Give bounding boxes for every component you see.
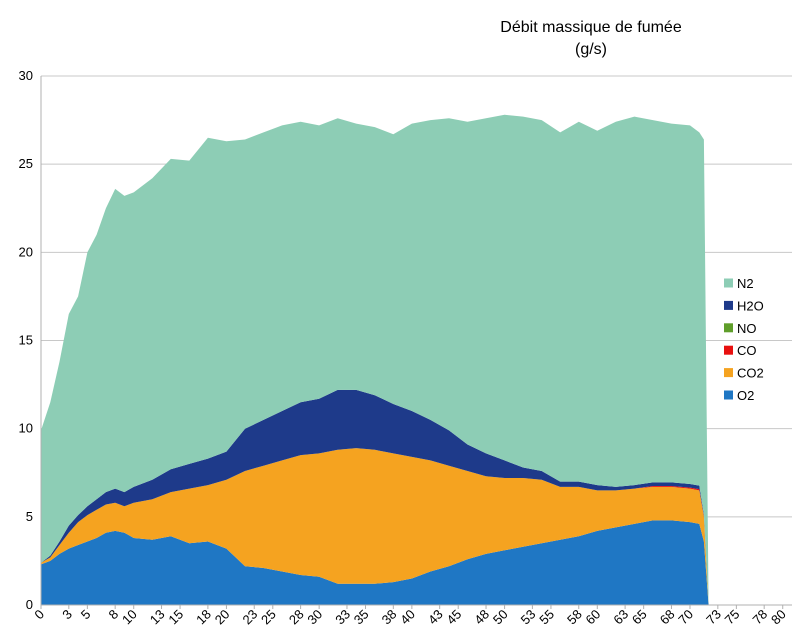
x-tick-label: 0	[31, 607, 47, 623]
area-o2	[41, 520, 709, 605]
area-co2	[41, 448, 709, 605]
x-tick-label: 35	[351, 607, 372, 628]
x-tick-label: 50	[490, 607, 511, 628]
x-tick-label: 40	[397, 607, 418, 628]
area-series	[41, 114, 709, 606]
x-tick-label: 8	[106, 607, 122, 623]
x-tick-label: 25	[258, 607, 279, 628]
legend-label-co2: CO2	[737, 366, 764, 381]
x-tick-label: 20	[212, 607, 233, 628]
x-tick-label: 60	[583, 607, 604, 628]
x-tick-label: 55	[536, 607, 557, 628]
y-tick-label: 10	[19, 421, 33, 436]
y-tick-label: 25	[19, 156, 33, 171]
y-tick-label: 5	[26, 509, 33, 524]
y-tick-label: 20	[19, 244, 33, 259]
y-tick-label: 0	[26, 597, 33, 612]
y-tick-labels: 0 5 10 15 20 25 30	[19, 68, 33, 612]
legend-label-no: NO	[737, 321, 757, 336]
x-tick-label: 45	[444, 607, 465, 628]
legend-swatch-co2	[724, 368, 733, 378]
y-tick-label: 30	[19, 68, 33, 83]
x-tick-label: 15	[165, 607, 186, 628]
x-tick-label: 5	[78, 607, 94, 623]
chart-title: Débit massique de fumée	[500, 19, 682, 36]
x-tick-label: 80	[768, 607, 789, 628]
x-tick-label: 10	[119, 607, 140, 628]
x-tick-label: 30	[304, 607, 325, 628]
legend-swatch-co	[724, 345, 733, 355]
legend: N2 H2O NO CO CO2 O2	[724, 276, 764, 403]
legend-label-n2: N2	[737, 276, 754, 291]
legend-swatch-o2	[724, 390, 733, 400]
x-tick-label: 70	[675, 607, 696, 628]
x-tick-label: 75	[722, 607, 743, 628]
legend-swatch-no	[724, 323, 733, 333]
y-tick-label: 15	[19, 333, 33, 348]
x-tick-label: 65	[629, 607, 650, 628]
legend-label-h2o: H2O	[737, 298, 764, 313]
area-h2o	[41, 389, 709, 605]
axes	[40, 76, 792, 606]
legend-label-o2: O2	[737, 388, 754, 403]
legend-swatch-h2o	[724, 300, 733, 310]
legend-label-co: CO	[737, 343, 757, 358]
chart-subtitle: (g/s)	[575, 41, 607, 58]
area-n2	[41, 114, 709, 606]
x-tick-label: 3	[59, 607, 75, 623]
legend-swatch-n2	[724, 278, 733, 288]
